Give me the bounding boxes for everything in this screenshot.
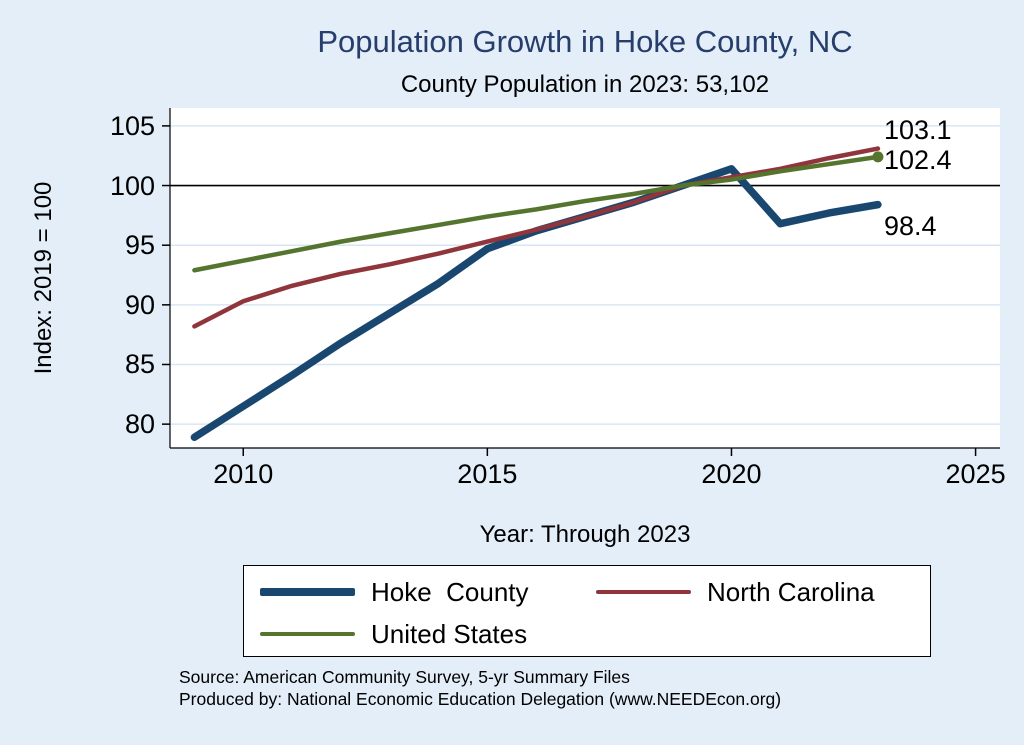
legend-line-north-carolina xyxy=(596,589,691,595)
chart-title: Population Growth in Hoke County, NC xyxy=(317,24,853,59)
produced-by-note: Produced by: National Economic Education… xyxy=(179,689,782,709)
legend-line-hoke-county xyxy=(260,588,355,596)
end-label-hoke-county: 98.4 xyxy=(884,211,937,241)
x-axis-title: Year: Through 2023 xyxy=(479,521,691,548)
y-tick-label: 85 xyxy=(124,349,155,380)
legend-item-hoke-county: Hoke County xyxy=(260,575,529,609)
legend-box: Hoke County North Carolina United States xyxy=(243,565,931,657)
y-tick-label: 95 xyxy=(124,230,155,261)
x-tick-label: 2020 xyxy=(701,459,762,489)
legend-label-north-carolina: North Carolina xyxy=(707,576,875,607)
y-tick-label: 90 xyxy=(124,289,155,320)
end-label-united-states: 102.4 xyxy=(884,145,952,175)
legend-line-united-states xyxy=(260,631,355,637)
legend-label-united-states: United States xyxy=(371,618,528,649)
chart-subtitle: County Population in 2023: 53,102 xyxy=(400,71,770,98)
y-tick-label: 100 xyxy=(109,170,155,201)
legend-label-hoke-county: Hoke County xyxy=(371,576,529,607)
end-label-north-carolina: 103.1 xyxy=(884,115,952,145)
y-tick-label: 80 xyxy=(124,409,155,440)
x-tick-label: 2015 xyxy=(457,459,518,489)
y-axis-title: Index: 2019 = 100 xyxy=(30,181,57,375)
y-tick-label: 105 xyxy=(109,110,155,141)
legend-item-north-carolina: North Carolina xyxy=(596,575,875,609)
legend-item-united-states: United States xyxy=(260,617,527,651)
x-tick-label: 2010 xyxy=(213,459,274,489)
x-tick-label: 2025 xyxy=(945,459,1006,489)
source-note: Source: American Community Survey, 5-yr … xyxy=(179,667,630,687)
